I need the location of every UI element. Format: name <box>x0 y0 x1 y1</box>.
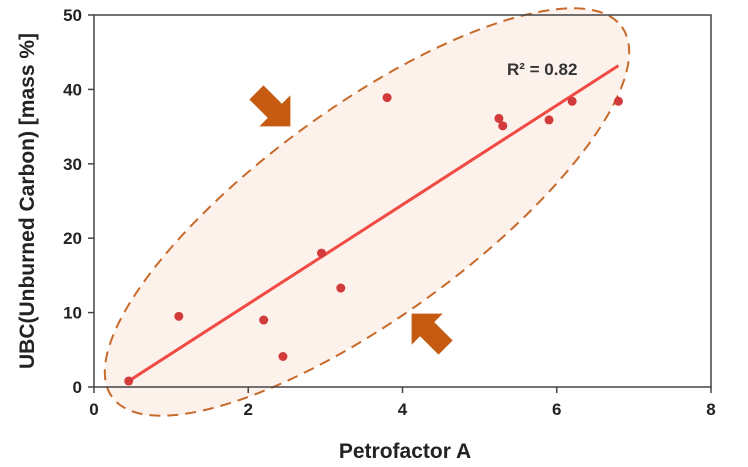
y-tick-label: 50 <box>63 6 82 25</box>
trendline-layer <box>127 64 620 383</box>
lower-arrow <box>411 313 453 355</box>
x-tick-label: 6 <box>552 400 561 419</box>
arrows-layer <box>249 85 453 355</box>
data-point <box>494 113 504 123</box>
x-tick-label: 0 <box>89 400 98 419</box>
data-point <box>498 121 508 131</box>
trendline <box>127 64 620 383</box>
points-layer <box>124 93 623 386</box>
highlight-ellipse-layer <box>103 7 631 417</box>
x-tick-label: 8 <box>706 400 715 419</box>
data-point <box>567 96 577 106</box>
tick-labels: 0 2 4 6 8 0 10 20 30 40 50 <box>63 6 716 419</box>
data-point <box>278 351 288 361</box>
upper-arrow <box>249 85 291 127</box>
highlight-ellipse <box>103 7 631 417</box>
data-point <box>317 248 327 258</box>
data-point <box>259 315 269 325</box>
x-axis-title: Petrofactor A <box>339 440 471 463</box>
y-tick-label: 40 <box>63 80 82 99</box>
y-tick-label: 10 <box>63 304 82 323</box>
data-point <box>174 311 184 321</box>
data-point <box>544 115 554 125</box>
y-axis-title: UBC(Unburned Carbon) [mass %] <box>16 33 39 369</box>
r-squared-annotation: R² = 0.82 <box>507 60 577 79</box>
data-point <box>382 93 392 103</box>
y-tick-label: 20 <box>63 229 82 248</box>
data-point <box>124 376 134 386</box>
y-tick-label: 0 <box>73 378 82 397</box>
data-point <box>613 96 623 106</box>
x-tick-label: 4 <box>398 400 408 419</box>
y-tick-label: 30 <box>63 155 82 174</box>
x-tick-label: 2 <box>244 400 253 419</box>
data-point <box>336 283 346 293</box>
